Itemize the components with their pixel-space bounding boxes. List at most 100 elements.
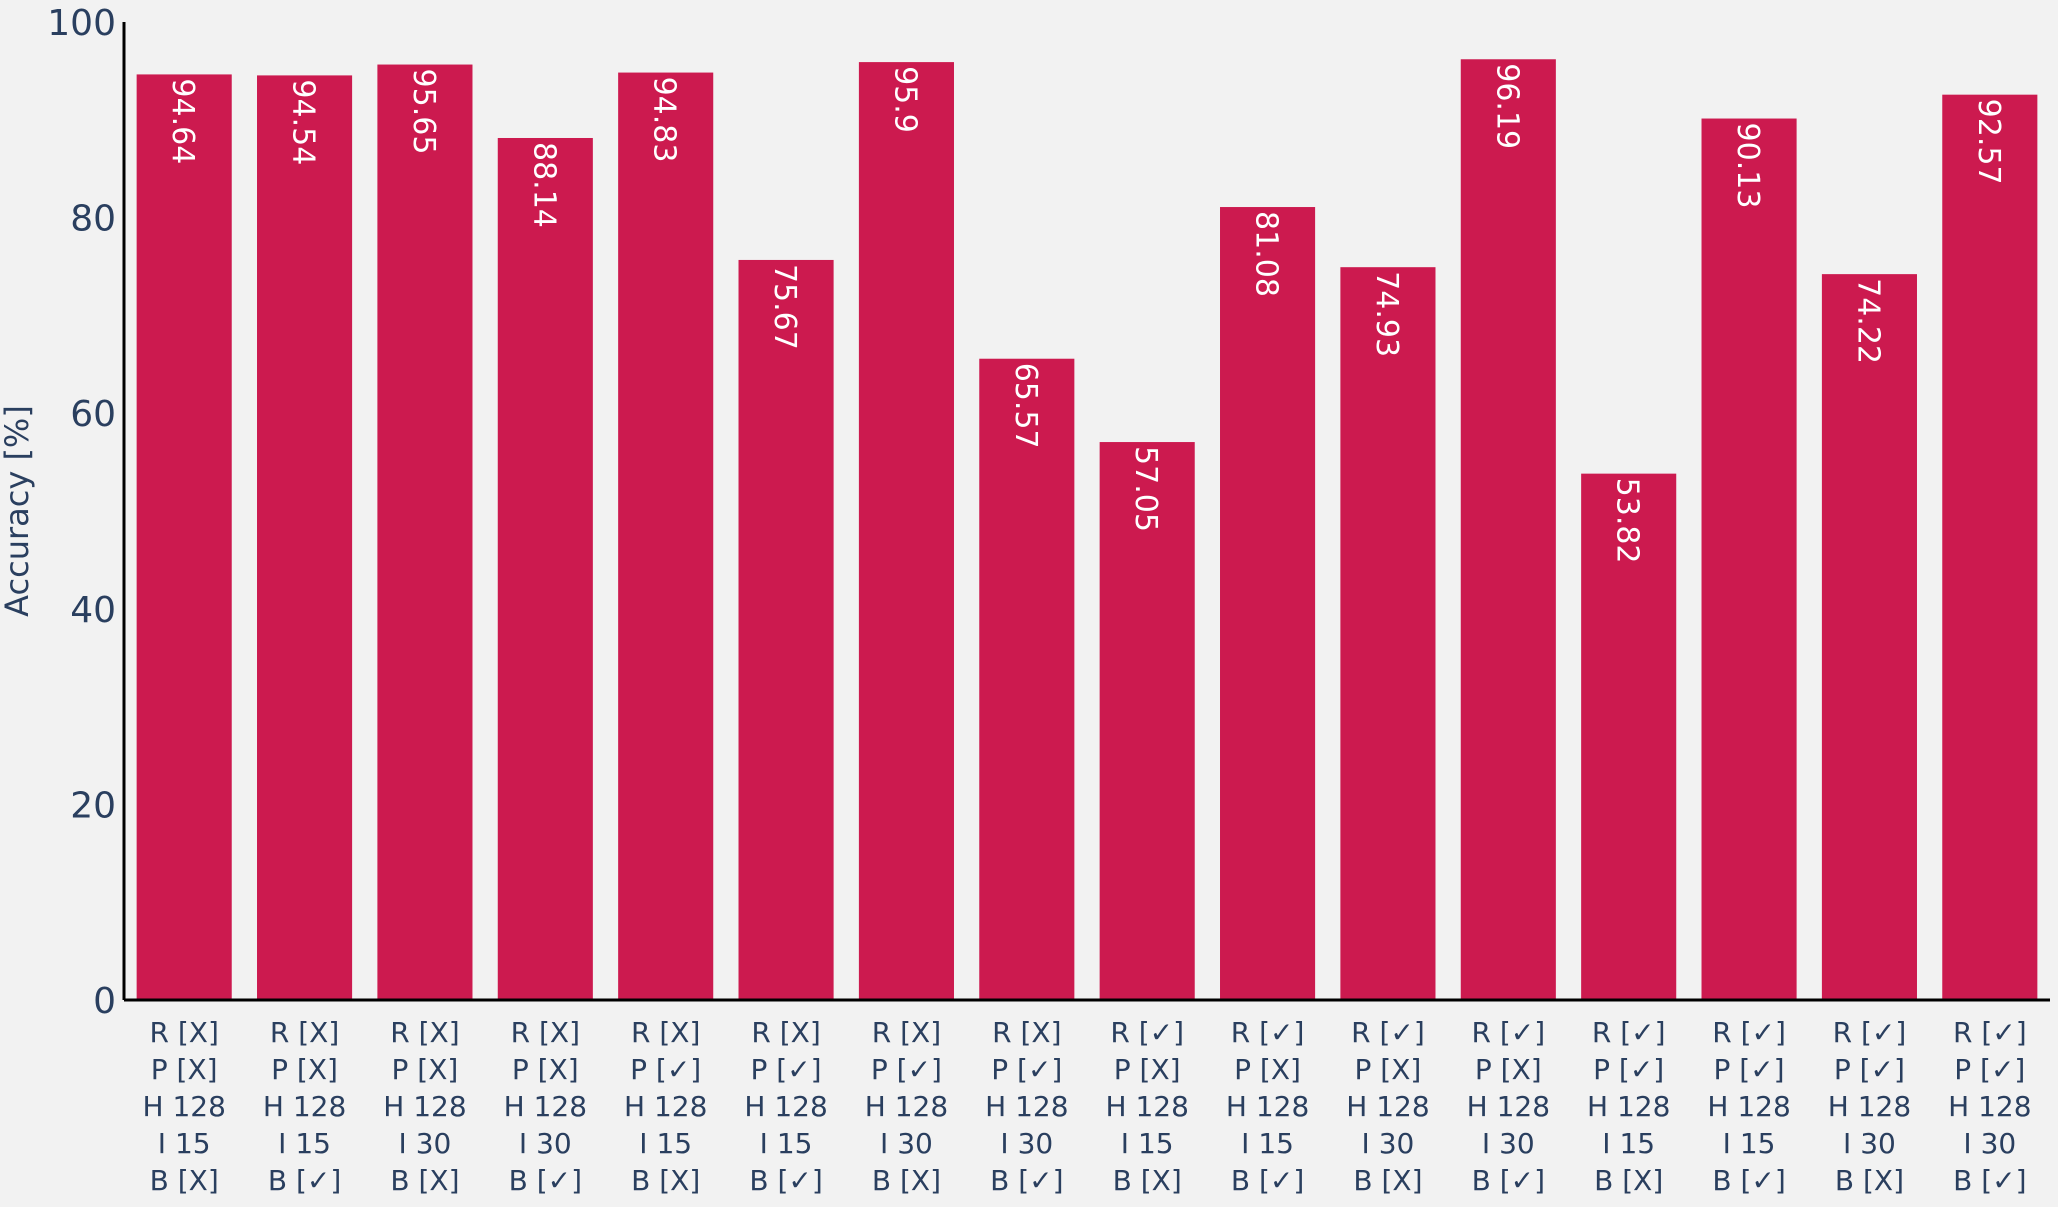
bar — [1701, 118, 1797, 1000]
x-category-label-line: P [X] — [1475, 1053, 1542, 1086]
bar-value-label: 95.9 — [887, 66, 922, 133]
x-category-label-line: H 128 — [1948, 1090, 2031, 1123]
x-category-label-line: R [X] — [751, 1016, 820, 1049]
x-category-label-line: I 30 — [399, 1127, 452, 1160]
bar-value-label: 92.57 — [1971, 99, 2006, 185]
x-category-label: R [✓] P [X] H 128 I 15 B [✓] — [1226, 1016, 1309, 1197]
x-category-label-line: H 128 — [1707, 1090, 1790, 1123]
x-category-label-line: R [✓] — [1953, 1016, 2027, 1049]
bar — [136, 74, 232, 1001]
x-category-label-line: I 30 — [1000, 1127, 1053, 1160]
x-category-label-line: P [✓] — [630, 1053, 701, 1086]
x-category-label-line: P [✓] — [1834, 1053, 1905, 1086]
x-category-label-line: B [X] — [1113, 1164, 1182, 1197]
x-category-label-line: B [✓] — [268, 1164, 341, 1197]
x-category-label-line: R [X] — [149, 1016, 218, 1049]
x-category-label-line: R [X] — [992, 1016, 1061, 1049]
x-category-label-line: H 128 — [142, 1090, 225, 1123]
y-tick-label: 80 — [70, 199, 116, 240]
x-category-label-line: I 30 — [1362, 1127, 1415, 1160]
x-category-label-line: P [✓] — [751, 1053, 822, 1086]
x-category-label-line: P [X] — [271, 1053, 338, 1086]
x-category-label-line: H 128 — [1226, 1090, 1309, 1123]
x-category-label-line: B [✓] — [749, 1164, 822, 1197]
x-category-label-line: H 128 — [624, 1090, 707, 1123]
x-category-label-line: B [X] — [631, 1164, 700, 1197]
x-category-label-line: B [✓] — [1953, 1164, 2026, 1197]
x-category-label-line: I 30 — [1482, 1127, 1535, 1160]
bar-value-label: 53.82 — [1610, 478, 1645, 564]
x-category-label-line: I 30 — [519, 1127, 572, 1160]
bar — [858, 62, 954, 1000]
x-category-label-line: I 15 — [1121, 1127, 1174, 1160]
x-category-label-line: P [X] — [151, 1053, 218, 1086]
bar-value-label: 65.57 — [1008, 363, 1043, 449]
bar — [1942, 94, 2038, 1000]
x-category-label: R [✓] P [✓] H 128 I 30 B [✓] — [1948, 1016, 2031, 1197]
x-category-label: R [✓] P [✓] H 128 I 15 B [✓] — [1707, 1016, 1790, 1197]
bar — [1821, 274, 1917, 1000]
bar — [1460, 59, 1556, 1001]
y-tick-label: 60 — [70, 394, 116, 435]
bar-value-label: 94.54 — [286, 79, 321, 165]
x-category-label-line: B [X] — [1594, 1164, 1663, 1197]
x-category-label-line: I 15 — [760, 1127, 813, 1160]
x-category-label: R [X] P [✓] H 128 I 15 B [X] — [624, 1016, 707, 1197]
bar-value-label: 81.08 — [1249, 211, 1284, 297]
y-axis-title: Accuracy [%] — [0, 405, 36, 617]
x-category-label-line: B [✓] — [1712, 1164, 1785, 1197]
x-category-label-line: R [✓] — [1833, 1016, 1907, 1049]
x-category-label-line: B [X] — [1353, 1164, 1422, 1197]
x-category-label-line: P [X] — [392, 1053, 459, 1086]
y-tick-labels: 0 20 40 60 80 100 — [47, 3, 116, 1022]
x-category-label-line: B [X] — [150, 1164, 219, 1197]
y-tick-label: 100 — [47, 3, 116, 44]
axes-layer — [122, 22, 2050, 1002]
y-tick-label: 0 — [93, 981, 116, 1022]
x-category-label-line: B [X] — [1835, 1164, 1904, 1197]
x-category-label-line: I 15 — [1602, 1127, 1655, 1160]
bar-value-label: 57.05 — [1128, 446, 1163, 532]
x-tick-labels: R [X] P [X] H 128 I 15 B [X] R [X] P [X] H 128 I… — [142, 1016, 2031, 1197]
x-category-label: R [X] P [✓] H 128 I 30 B [X] — [865, 1016, 948, 1197]
bar — [1099, 442, 1195, 1000]
x-category-label-line: R [X] — [270, 1016, 339, 1049]
bar-value-label: 95.65 — [406, 69, 441, 155]
x-category-label-line: I 30 — [880, 1127, 933, 1160]
x-category-label-line: B [X] — [872, 1164, 941, 1197]
x-category-label-line: R [X] — [511, 1016, 580, 1049]
bar-value-label: 75.67 — [767, 264, 802, 350]
x-category-label: R [X] P [X] H 128 I 15 B [✓] — [263, 1016, 346, 1197]
x-category-label-line: H 128 — [865, 1090, 948, 1123]
x-category-label-line: H 128 — [504, 1090, 587, 1123]
bar-value-label: 74.22 — [1850, 278, 1885, 364]
x-category-label-line: R [✓] — [1471, 1016, 1545, 1049]
bar-value-label: 94.83 — [647, 77, 682, 163]
bar-value-label: 90.13 — [1730, 123, 1765, 209]
x-category-label-line: H 128 — [1467, 1090, 1550, 1123]
x-category-label-line: H 128 — [383, 1090, 466, 1123]
y-tick-label: 20 — [70, 785, 116, 826]
x-category-label-line: I 15 — [639, 1127, 692, 1160]
bar — [1220, 207, 1316, 1000]
x-category-label-line: P [X] — [1114, 1053, 1181, 1086]
x-category-label-line: I 15 — [1723, 1127, 1776, 1160]
bar-value-label: 74.93 — [1369, 271, 1404, 357]
bar — [979, 358, 1075, 1000]
x-category-label-line: I 30 — [1843, 1127, 1896, 1160]
x-category-label-line: H 128 — [1587, 1090, 1670, 1123]
x-category-label: R [X] P [X] H 128 I 15 B [X] — [142, 1016, 225, 1197]
x-category-label-line: B [✓] — [1472, 1164, 1545, 1197]
x-category-label-line: H 128 — [1346, 1090, 1429, 1123]
x-category-label-line: P [X] — [1234, 1053, 1301, 1086]
x-category-label-line: R [X] — [390, 1016, 459, 1049]
x-category-label-line: H 128 — [1828, 1090, 1911, 1123]
bar — [497, 137, 593, 1001]
x-category-label: R [X] P [X] H 128 I 30 B [✓] — [504, 1016, 587, 1197]
bar — [738, 259, 834, 1000]
bar — [257, 75, 353, 1000]
x-category-label-line: P [✓] — [991, 1053, 1062, 1086]
x-category-label-line: B [X] — [390, 1164, 459, 1197]
bar — [618, 72, 714, 1000]
